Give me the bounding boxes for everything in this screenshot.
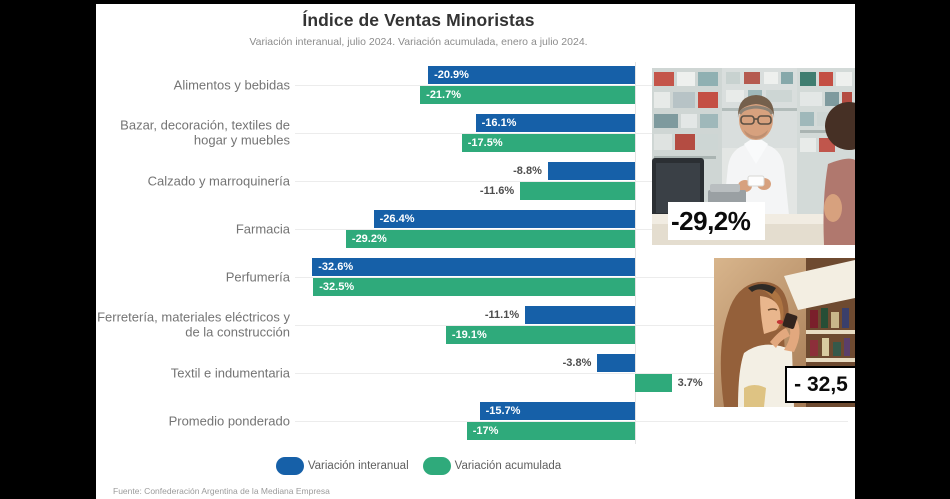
category-gridline [295, 325, 848, 326]
legend-item-interanual: Variación interanual [275, 457, 409, 475]
legend-label-acumulada: Variación acumulada [454, 460, 562, 472]
bar-variacion-interanual [428, 66, 635, 84]
legend-item-acumulada: Variación acumulada [422, 457, 562, 475]
chart-title: Índice de Ventas Minoristas [302, 10, 535, 30]
zero-axis-line [635, 62, 636, 444]
bar-value-label: -26.4% [379, 213, 415, 225]
shopper-figure [720, 281, 800, 407]
bar-value-label: -15.7% [485, 405, 521, 417]
chart-header: Índice de Ventas Minoristas Variación in… [96, 10, 741, 48]
bar-variacion-acumulada [445, 326, 635, 344]
bar-value-label: -20.9% [434, 69, 469, 81]
bar-plot: -20.9% -21.7% -16.1% -17.5% -8.8% -11.6% -26.4… [295, 58, 848, 450]
category-label: Promedio ponderado [168, 413, 290, 429]
category-gridline [295, 181, 848, 182]
bar-variacion-interanual [475, 114, 635, 132]
bar-variacion-interanual [597, 354, 635, 372]
bar-value-label: 3.7% [677, 377, 703, 389]
chart-panel: Índice de Ventas Minoristas Variación in… [96, 4, 857, 499]
category-label: Bazar, decoración, textiles de hogar y m… [120, 117, 290, 148]
customer-figure [823, 102, 855, 245]
bar-variacion-interanual [312, 258, 635, 276]
bar-value-label: -11.6% [479, 185, 515, 197]
category-gridline [295, 373, 848, 374]
bar-value-label: -21.7% [426, 89, 462, 101]
category-gridline [295, 85, 848, 86]
bar-variacion-acumulada [420, 86, 635, 104]
shopper-illustration [714, 258, 855, 407]
category-label: Farmacia [235, 221, 290, 237]
bar-variacion-acumulada [313, 278, 635, 296]
category-label: Alimentos y bebidas [173, 77, 290, 93]
category-gridline [295, 421, 848, 422]
category-gridline [295, 133, 848, 134]
chart-legend: Variación interanual Variación acumulada [96, 457, 741, 475]
category-label: Perfumería [225, 269, 290, 285]
pharmacy-photo: -29,2% [652, 68, 855, 245]
shopper-overlay-value: - 32,5 [785, 366, 857, 403]
bar-variacion-acumulada [520, 182, 635, 200]
bar-variacion-acumulada [461, 134, 635, 152]
category-gridline [295, 229, 848, 230]
bar-value-label: -3.8% [562, 357, 592, 369]
bar-variacion-acumulada [466, 422, 635, 440]
bar-variacion-interanual [373, 210, 635, 228]
bar-variacion-interanual [479, 402, 635, 420]
legend-label-interanual: Variación interanual [307, 460, 409, 472]
chart-subtitle: Variación interanual, julio 2024. Variac… [249, 36, 588, 48]
category-label: Textil e indumentaria [170, 365, 290, 381]
bar-variacion-acumulada [345, 230, 635, 248]
bar-value-label: -8.8% [513, 165, 542, 177]
category-gridline [295, 277, 848, 278]
bar-variacion-acumulada [635, 374, 672, 392]
shopper-photo: - 32,5 [714, 258, 857, 407]
bar-value-label: -17% [472, 425, 499, 437]
bar-value-label: -17.5% [467, 137, 503, 149]
bar-value-label: -11.1% [484, 309, 520, 321]
source-note: Fuente: Confederación Argentina de la Me… [113, 486, 330, 496]
bar-value-label: -29.2% [351, 233, 387, 245]
legend-swatch-acumulada-icon [422, 457, 451, 475]
bar-variacion-interanual [547, 162, 635, 180]
category-labels: Alimentos y bebidas Bazar, decoración, te… [96, 4, 290, 464]
bar-value-label: -16.1% [481, 117, 517, 129]
bar-value-label: -19.1% [451, 329, 487, 341]
legend-swatch-interanual-icon [275, 457, 304, 475]
category-label: Ferretería, materiales eléctricos y de l… [97, 309, 290, 340]
pharmacy-overlay-value: -29,2% [668, 202, 765, 240]
bar-value-label: -32.6% [318, 261, 354, 273]
bar-variacion-interanual [525, 306, 635, 324]
bar-value-label: -32.5% [319, 281, 355, 293]
category-label: Calzado y marroquinería [147, 173, 290, 189]
